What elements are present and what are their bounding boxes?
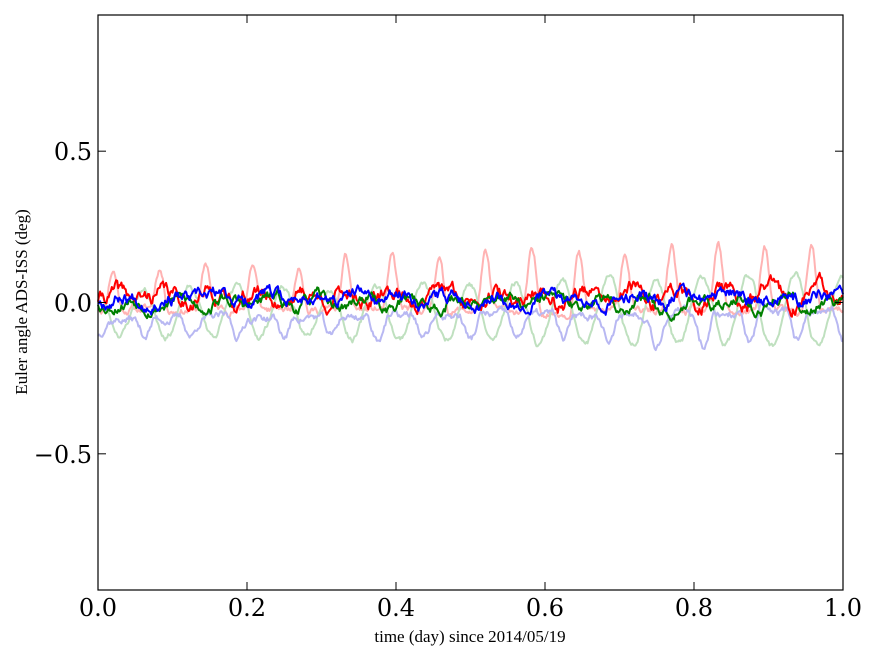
series-line <box>97 302 844 352</box>
x-tick-label: 0.4 <box>377 594 415 622</box>
y-axis-label: Euler angle ADS-ISS (deg) <box>12 209 31 395</box>
series-line <box>97 271 844 348</box>
series-line <box>97 282 844 316</box>
series-layer <box>97 240 844 352</box>
x-tick-label: 1.0 <box>824 594 862 622</box>
x-axis-label: time (day) since 2014/05/19 <box>374 627 565 646</box>
y-tick-label: 0.5 <box>54 138 92 166</box>
tick-layer: 0.0 0.2 0.4 0.6 0.8 1.0 −0.5 0.0 0.5 <box>34 15 862 622</box>
y-tick-label: 0.0 <box>54 290 92 318</box>
x-tick-label: 0.2 <box>228 594 266 622</box>
x-tick-label: 0.0 <box>79 594 117 622</box>
x-tick-label: 0.6 <box>526 594 564 622</box>
y-tick-label: −0.5 <box>34 441 92 469</box>
x-tick-label: 0.8 <box>675 594 713 622</box>
series-line <box>97 240 844 321</box>
